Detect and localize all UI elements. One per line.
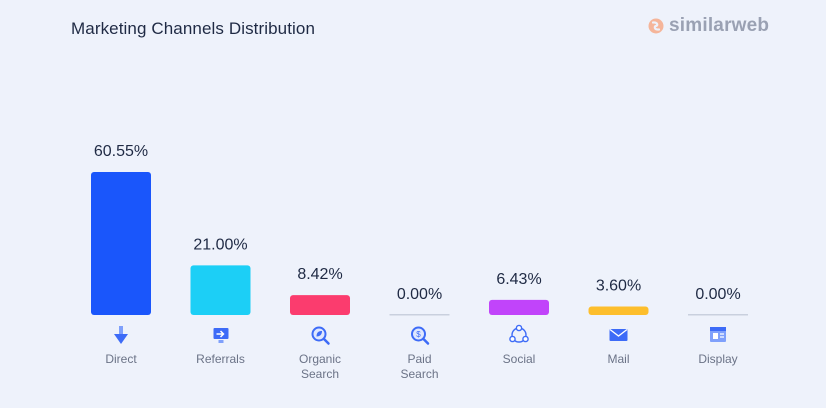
bar-referrals (190, 265, 251, 315)
value-label-organic-search: 8.42% (297, 266, 342, 283)
category-label-referrals: Referrals (196, 352, 245, 366)
bar-direct (91, 172, 151, 315)
organic-search-icon (311, 326, 330, 345)
value-label-display: 0.00% (695, 286, 740, 303)
paid-search-icon: $ (411, 326, 430, 345)
brand-name: similarweb (669, 15, 770, 36)
chart-title: Marketing Channels Distribution (71, 19, 316, 38)
bar-mail (588, 306, 649, 315)
category-label-organic-search-line2: Search (301, 367, 339, 381)
value-label-paid-search: 0.00% (397, 286, 442, 303)
direct-icon (114, 326, 128, 344)
value-label-social: 6.43% (496, 271, 541, 288)
similarweb-logo-icon (648, 18, 664, 34)
similarweb-logo: similarweb (648, 15, 769, 37)
bar-social (489, 299, 549, 315)
social-icon (509, 324, 529, 343)
category-label-mail: Mail (607, 352, 629, 366)
display-icon (710, 327, 726, 342)
bar-organic-search (290, 295, 350, 315)
category-label-display: Display (698, 352, 737, 366)
category-label-social: Social (503, 352, 536, 366)
svg-text:$: $ (416, 330, 421, 339)
category-label-paid-search: Paid (407, 352, 431, 366)
category-label-direct: Direct (105, 352, 137, 366)
value-label-mail: 3.60% (596, 277, 641, 294)
value-label-referrals: 21.00% (193, 236, 247, 253)
referrals-icon (213, 328, 229, 343)
bar-display (688, 314, 748, 316)
category-label-organic-search: Organic (299, 352, 341, 366)
bar-paid-search (389, 314, 450, 316)
category-label-paid-search-line2: Search (400, 367, 438, 381)
value-label-direct: 60.55% (94, 143, 148, 160)
mail-icon (609, 328, 628, 341)
